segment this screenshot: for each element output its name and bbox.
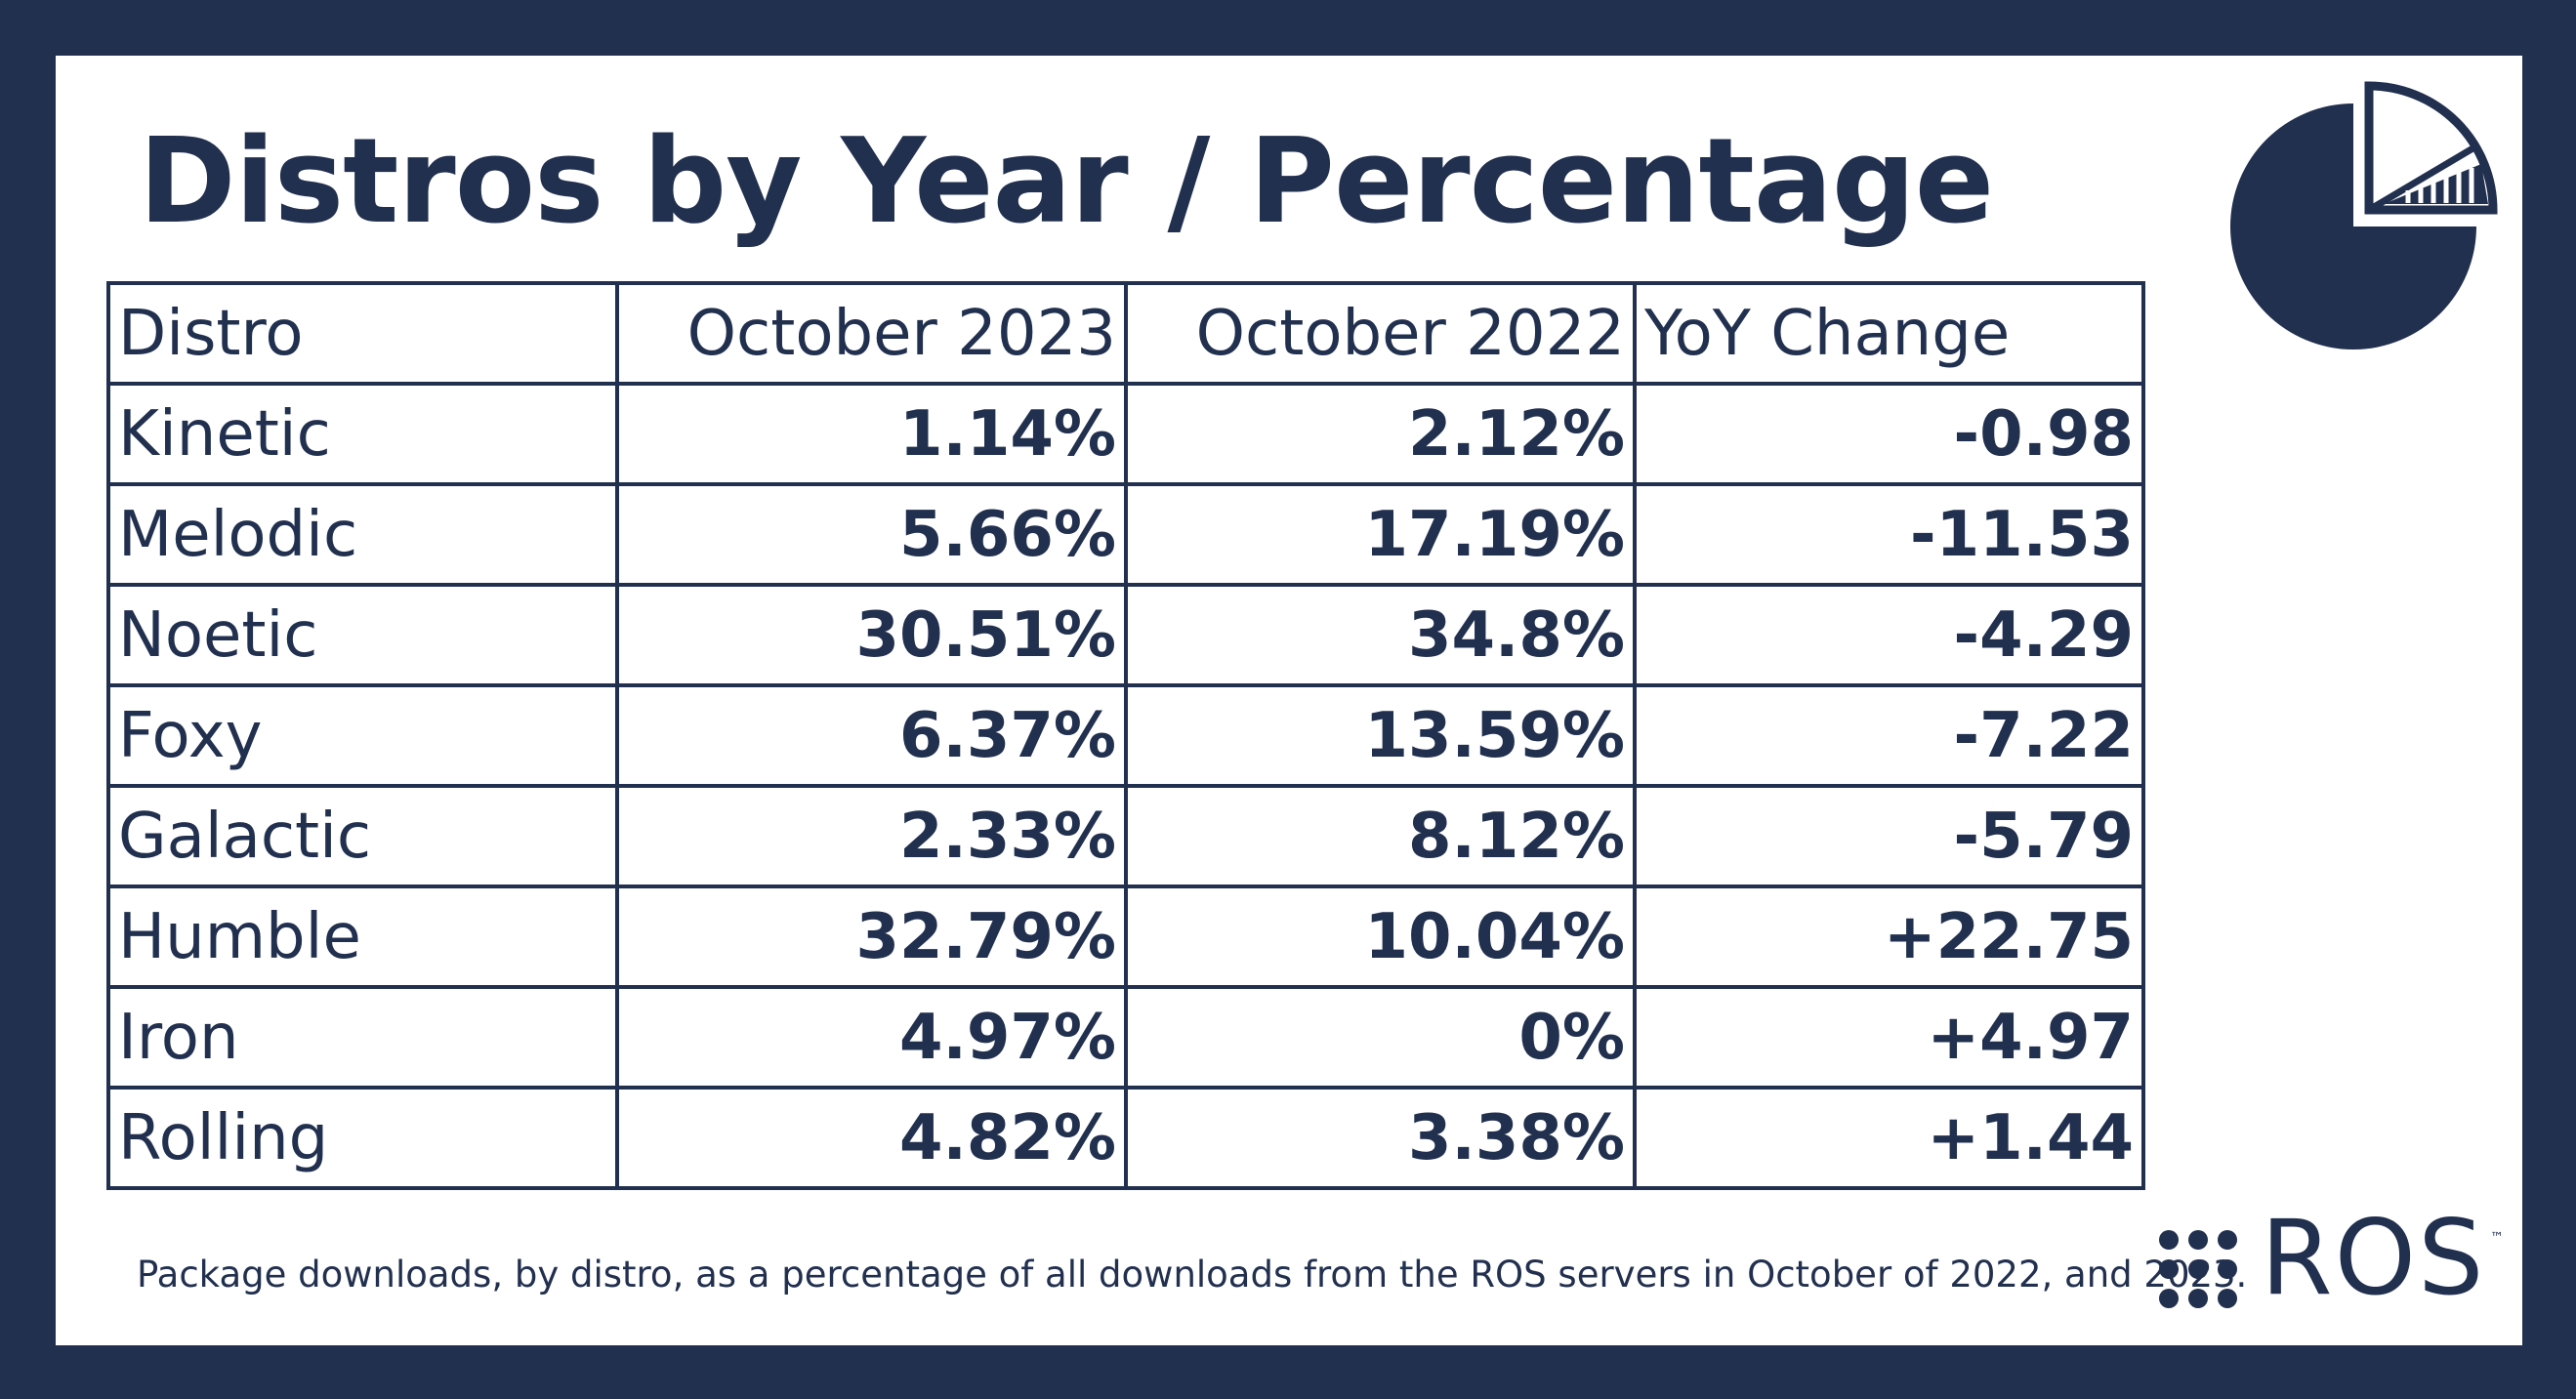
ros-dots-icon [2159, 1230, 2237, 1308]
cell-yoy-change: +22.75 [1633, 885, 2145, 989]
table-row: Galactic 2.33% 8.12% -5.79 [106, 784, 2145, 888]
cell-october-2023: 1.14% [615, 382, 1128, 486]
cell-october-2023: 6.37% [615, 683, 1128, 788]
cell-october-2023: 4.97% [615, 985, 1128, 1090]
cell-distro: Melodic [106, 482, 619, 587]
cell-october-2022: 8.12% [1124, 784, 1637, 888]
cell-october-2022: 2.12% [1124, 382, 1637, 486]
ros-logo: ROS ™ [2158, 1207, 2510, 1318]
cell-distro: Kinetic [106, 382, 619, 486]
header-yoy-change: YoY Change [1633, 281, 2145, 386]
ros-logo-text: ROS [2261, 1198, 2486, 1318]
cell-yoy-change: -5.79 [1633, 784, 2145, 888]
cell-october-2023: 4.82% [615, 1086, 1128, 1190]
cell-distro: Iron [106, 985, 619, 1090]
header-october-2023: October 2023 [615, 281, 1128, 386]
table-row: Noetic 30.51% 34.8% -4.29 [106, 583, 2145, 687]
cell-october-2023: 30.51% [615, 583, 1128, 687]
cell-yoy-change: -0.98 [1633, 382, 2145, 486]
header-distro: Distro [106, 281, 619, 386]
cell-distro: Noetic [106, 583, 619, 687]
page-title: Distros by Year / Percentage [139, 114, 1994, 250]
table-row: Humble 32.79% 10.04% +22.75 [106, 885, 2145, 989]
cell-october-2023: 2.33% [615, 784, 1128, 888]
cell-yoy-change: -11.53 [1633, 482, 2145, 587]
distros-table-body: Distro October 2023 October 2022 YoY Cha… [106, 281, 2145, 1190]
ros-trademark: ™ [2490, 1230, 2504, 1246]
table-row: Foxy 6.37% 13.59% -7.22 [106, 683, 2145, 788]
header-october-2022: October 2022 [1124, 281, 1637, 386]
cell-october-2022: 3.38% [1124, 1086, 1637, 1190]
cell-october-2022: 13.59% [1124, 683, 1637, 788]
cell-october-2022: 0% [1124, 985, 1637, 1090]
cell-october-2023: 5.66% [615, 482, 1128, 587]
cell-distro: Humble [106, 885, 619, 989]
cell-october-2023: 32.79% [615, 885, 1128, 989]
cell-yoy-change: +4.97 [1633, 985, 2145, 1090]
cell-yoy-change: -4.29 [1633, 583, 2145, 687]
cell-yoy-change: +1.44 [1633, 1086, 2145, 1190]
table-row: Kinetic 1.14% 2.12% -0.98 [106, 382, 2145, 486]
footnote-caption: Package downloads, by distro, as a perce… [137, 1254, 2248, 1296]
cell-distro: Rolling [106, 1086, 619, 1190]
cell-yoy-change: -7.22 [1633, 683, 2145, 788]
distros-table: Distro October 2023 October 2022 YoY Cha… [106, 281, 2145, 1190]
table-row: Rolling 4.82% 3.38% +1.44 [106, 1086, 2145, 1190]
cell-october-2022: 17.19% [1124, 482, 1637, 587]
table-header-row: Distro October 2023 October 2022 YoY Cha… [106, 281, 2145, 386]
cell-distro: Galactic [106, 784, 619, 888]
table-row: Iron 4.97% 0% +4.97 [106, 985, 2145, 1090]
cell-distro: Foxy [106, 683, 619, 788]
cell-october-2022: 34.8% [1124, 583, 1637, 687]
pie-chart-icon [2230, 81, 2498, 350]
table-row: Melodic 5.66% 17.19% -11.53 [106, 482, 2145, 587]
cell-october-2022: 10.04% [1124, 885, 1637, 989]
